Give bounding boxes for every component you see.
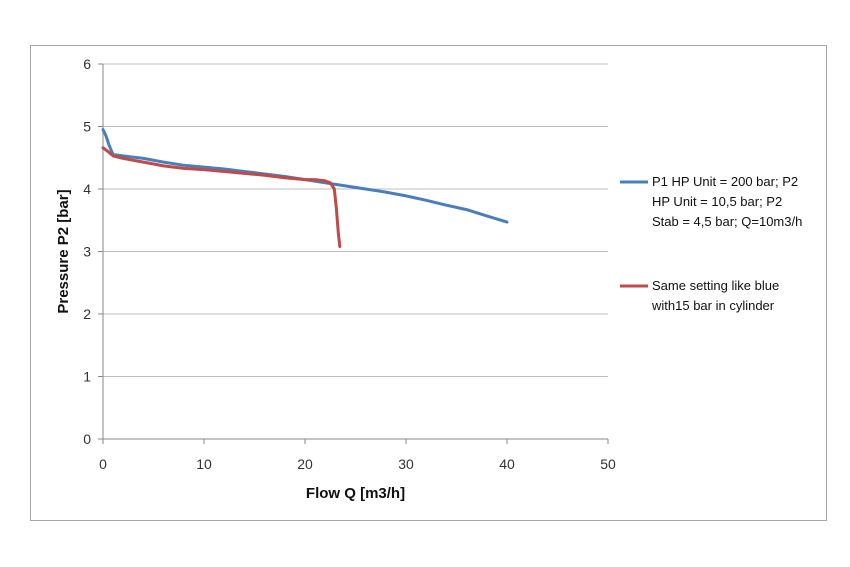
legend-label-2: Same setting like blue: [652, 278, 779, 293]
y-tick-label: 4: [83, 181, 91, 197]
y-tick-label: 6: [83, 56, 91, 72]
legend-label-1: P1 HP Unit = 200 bar; P2: [652, 174, 798, 189]
y-tick-label: 1: [83, 369, 91, 385]
y-axis-title: Pressure P2 [bar]: [55, 189, 72, 313]
x-tick-label: 40: [499, 456, 515, 472]
y-tick-label: 0: [83, 431, 91, 447]
y-tick-label: 2: [83, 306, 91, 322]
legend-label-1: HP Unit = 10,5 bar; P2: [652, 194, 782, 209]
y-tick-label: 5: [83, 119, 91, 135]
x-tick-label: 50: [600, 456, 616, 472]
series-line-2: [101, 146, 342, 248]
series-lines: [101, 128, 509, 248]
x-tick-label: 20: [297, 456, 313, 472]
x-tick-label: 30: [398, 456, 414, 472]
x-axis-title: Flow Q [m3/h]: [306, 485, 405, 502]
legend-label-1: Stab = 4,5 bar; Q=10m3/h: [652, 214, 802, 229]
series-line-1: [101, 128, 509, 224]
legend: P1 HP Unit = 200 bar; P2 HP Unit = 10,5 b…: [620, 174, 802, 313]
x-tick-label: 0: [99, 456, 107, 472]
grid-lines: [103, 63, 608, 377]
x-tick-label: 10: [196, 456, 212, 472]
legend-label-2: with15 bar in cylinder: [651, 298, 775, 313]
chart-frame: [30, 45, 827, 521]
y-tick-label: 3: [83, 244, 91, 260]
axes: 0 1 2 3 4 5 6 0 10 20 30 40 50: [83, 56, 616, 472]
